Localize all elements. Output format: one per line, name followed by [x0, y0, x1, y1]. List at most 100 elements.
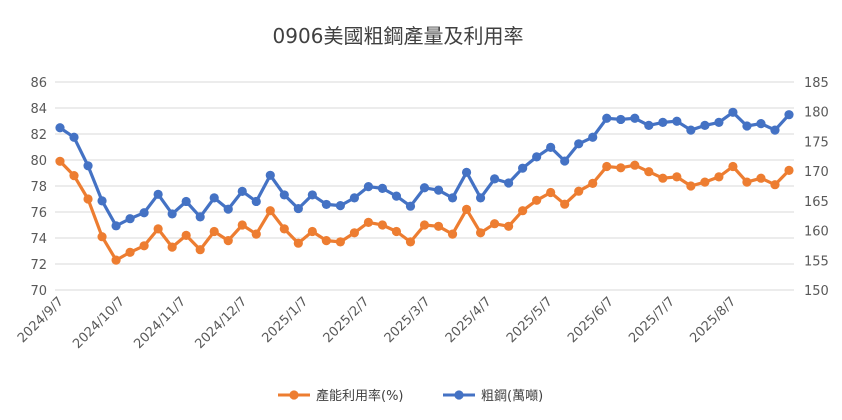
- data-point-utilization: [602, 161, 612, 172]
- data-point-utilization: [475, 228, 486, 238]
- data-point-steel-output: [69, 132, 79, 142]
- data-point-steel-output: [770, 125, 780, 135]
- data-point-utilization: [223, 236, 233, 246]
- data-point-steel-output: [447, 193, 458, 203]
- data-point-steel-output: [714, 117, 724, 128]
- y-right-tick-label: 180: [804, 106, 829, 121]
- y-left-tick-label: 84: [30, 102, 47, 117]
- data-point-utilization: [139, 241, 149, 251]
- series-group: [55, 107, 794, 265]
- data-point-steel-output: [602, 113, 612, 123]
- data-point-steel-output: [419, 183, 430, 193]
- data-point-steel-output: [686, 125, 696, 135]
- data-point-steel-output: [223, 204, 233, 214]
- data-point-utilization: [784, 165, 794, 175]
- data-point-utilization: [153, 224, 163, 234]
- data-point-utilization: [518, 206, 528, 216]
- y-left-tick-label: 70: [30, 284, 47, 299]
- y-right-tick-label: 170: [804, 165, 829, 180]
- data-point-utilization: [742, 177, 752, 187]
- y-right-tick-label: 165: [804, 195, 829, 210]
- data-point-steel-output: [139, 208, 149, 218]
- data-point-utilization: [728, 161, 738, 172]
- data-point-utilization: [574, 186, 584, 196]
- data-point-utilization: [251, 229, 261, 239]
- legend-label-steel-output: 粗鋼(萬噸): [481, 389, 543, 404]
- legend-marker-utilization: [289, 390, 299, 400]
- data-point-steel-output: [574, 139, 584, 149]
- data-point-steel-output: [55, 123, 65, 133]
- y-right-tick-label: 150: [804, 284, 829, 299]
- data-point-utilization: [672, 172, 682, 182]
- data-point-utilization: [546, 187, 556, 198]
- data-point-steel-output: [560, 156, 570, 166]
- data-point-steel-output: [153, 189, 163, 199]
- data-point-steel-output: [97, 196, 107, 206]
- data-point-steel-output: [433, 185, 444, 195]
- data-point-utilization: [616, 163, 626, 173]
- y-left-tick-label: 86: [30, 76, 47, 91]
- y-right-tick-label: 175: [804, 135, 829, 150]
- data-point-steel-output: [405, 201, 416, 211]
- data-point-utilization: [686, 181, 696, 191]
- data-point-utilization: [363, 217, 374, 227]
- y-left-tick-label: 82: [30, 128, 47, 143]
- data-point-utilization: [293, 238, 303, 248]
- y-left-tick-label: 80: [30, 154, 47, 169]
- data-point-utilization: [560, 199, 570, 209]
- data-point-utilization: [461, 204, 472, 214]
- data-point-steel-output: [181, 196, 191, 207]
- data-point-utilization: [433, 221, 444, 231]
- data-point-steel-output: [391, 191, 402, 201]
- data-point-utilization: [447, 229, 458, 239]
- y-right-tick-label: 160: [804, 225, 829, 240]
- data-point-utilization: [630, 160, 640, 170]
- data-point-steel-output: [167, 209, 177, 219]
- data-point-utilization: [97, 232, 107, 242]
- data-point-utilization: [195, 245, 205, 255]
- data-point-utilization: [181, 230, 191, 240]
- data-point-steel-output: [742, 121, 752, 131]
- data-point-steel-output: [588, 132, 598, 142]
- data-point-steel-output: [265, 170, 275, 180]
- data-point-utilization: [644, 167, 654, 177]
- data-point-steel-output: [504, 178, 514, 188]
- data-point-steel-output: [700, 120, 710, 130]
- data-point-steel-output: [377, 183, 388, 193]
- data-point-utilization: [237, 220, 247, 230]
- data-point-steel-output: [195, 212, 205, 222]
- data-point-utilization: [125, 247, 135, 257]
- data-point-steel-output: [756, 119, 766, 129]
- data-point-steel-output: [293, 203, 303, 214]
- y-axis-left: 70 72 74 76 78 80 82 84 86: [30, 76, 47, 299]
- legend-label-utilization: 產能利用率(%): [316, 388, 404, 404]
- data-point-utilization: [658, 173, 668, 183]
- data-point-utilization: [321, 236, 331, 246]
- data-point-steel-output: [784, 110, 794, 120]
- data-point-steel-output: [335, 201, 345, 211]
- data-point-utilization: [504, 221, 514, 231]
- data-point-utilization: [489, 219, 500, 229]
- data-point-steel-output: [237, 186, 247, 196]
- data-point-utilization: [265, 206, 275, 216]
- data-point-utilization: [209, 226, 219, 237]
- y-right-tick-label: 185: [804, 76, 829, 91]
- data-point-steel-output: [349, 193, 360, 203]
- data-point-utilization: [770, 180, 780, 190]
- data-point-utilization: [588, 178, 598, 188]
- data-point-utilization: [349, 228, 360, 238]
- data-point-steel-output: [111, 221, 121, 231]
- y-left-tick-label: 74: [30, 232, 47, 247]
- data-point-steel-output: [209, 193, 219, 203]
- data-point-utilization: [377, 220, 388, 230]
- data-point-steel-output: [728, 107, 738, 117]
- y-right-tick-label: 155: [804, 254, 829, 269]
- data-point-utilization: [307, 226, 317, 237]
- y-left-tick-label: 78: [30, 180, 47, 195]
- data-point-steel-output: [279, 190, 289, 200]
- data-point-steel-output: [125, 214, 135, 224]
- data-point-steel-output: [363, 181, 374, 192]
- data-point-utilization: [714, 172, 724, 182]
- data-point-utilization: [700, 177, 710, 187]
- data-point-steel-output: [251, 196, 261, 207]
